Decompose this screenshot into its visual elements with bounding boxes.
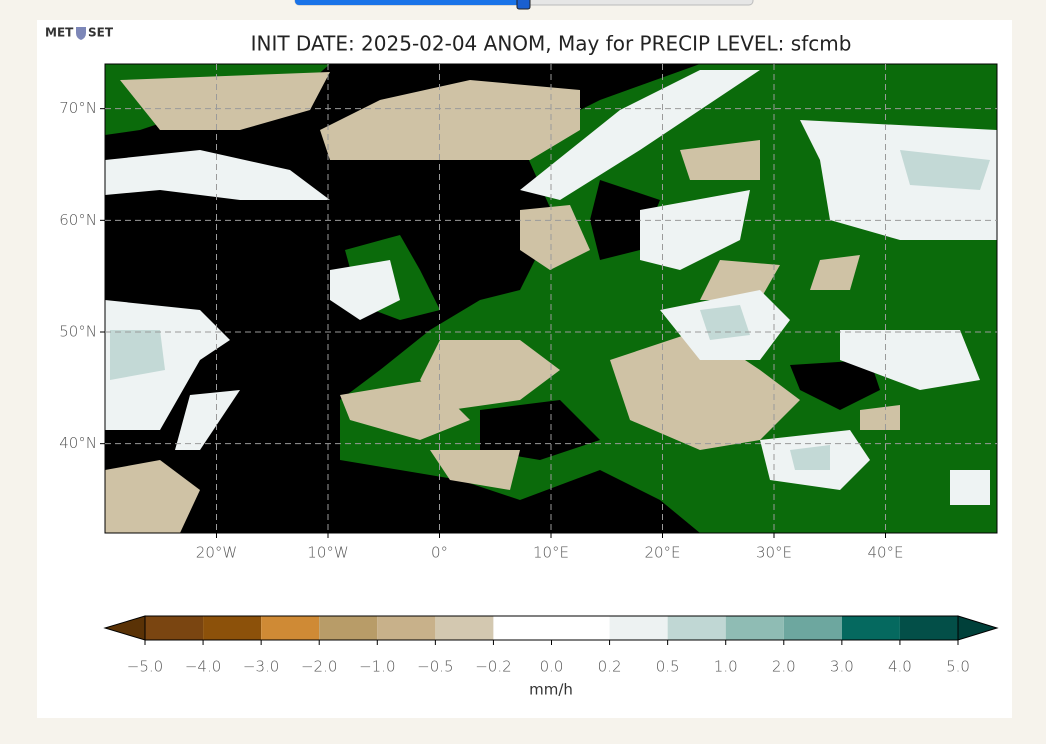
colorbar-tick-label: −0.2 [475,658,511,676]
colorbar-tick-label: −3.0 [243,658,279,676]
x-tick-label: 0° [431,544,448,562]
teal-areas [110,150,990,470]
logo-icon [76,27,86,40]
y-tick-label: 70°N [59,99,97,117]
colorbar-segment [493,616,552,640]
x-tick-label: 30°E [756,544,792,562]
y-tick-label: 50°N [59,323,97,341]
colorbar-segment [319,616,378,640]
colorbar-tick-label: 4.0 [888,658,912,676]
chart-title: INIT DATE: 2025-02-04 ANOM, May for PREC… [251,32,852,56]
x-tick-label: 20°E [644,544,680,562]
colorbar-tick-label: −0.5 [417,658,453,676]
colorbar-tick-label: 2.0 [772,658,796,676]
tan-areas [105,72,900,533]
colorbar-segment [145,616,204,640]
colorbar-segment [261,616,320,640]
colorbar-tick-label: −2.0 [301,658,337,676]
colorbar-tick-label: 1.0 [714,658,738,676]
colorbar-segment [377,616,436,640]
colorbar-tick-label: 5.0 [946,658,970,676]
x-tick-label: 40°E [867,544,903,562]
colorbar-segment [899,616,958,640]
slider[interactable] [294,0,754,10]
colorbar-segment [667,616,726,640]
logo-text: SET [88,26,114,40]
colorbar-segment [551,616,610,640]
map [105,64,997,533]
colorbar-tick-label: 0.2 [598,658,622,676]
slider-handle[interactable] [516,0,531,10]
y-tick-label: 60°N [59,211,97,229]
logo-text: MET [45,26,74,40]
x-tick-label: 10°W [307,544,348,562]
y-tick-label: 40°N [59,434,97,452]
colorbar-segment [783,616,842,640]
colorbar-tick-label: 0.0 [540,658,564,676]
colorbar-tick-label: −5.0 [127,658,163,676]
colorbar-tick-label: −4.0 [185,658,221,676]
x-tick-label: 20°W [196,544,237,562]
x-tick-label: 10°E [533,544,569,562]
colorbar-tick-label: −1.0 [359,658,395,676]
colorbar-tick-label: 3.0 [830,658,854,676]
colorbar-segment [725,616,784,640]
slider-fill [295,0,523,5]
colorbar-segment [203,616,262,640]
colorbar-segment [609,616,668,640]
colorbar-tick-label: 0.5 [656,658,680,676]
colorbar-segment [435,616,494,640]
colorbar-segment [841,616,900,640]
colorbar-label: mm/h [529,681,573,699]
